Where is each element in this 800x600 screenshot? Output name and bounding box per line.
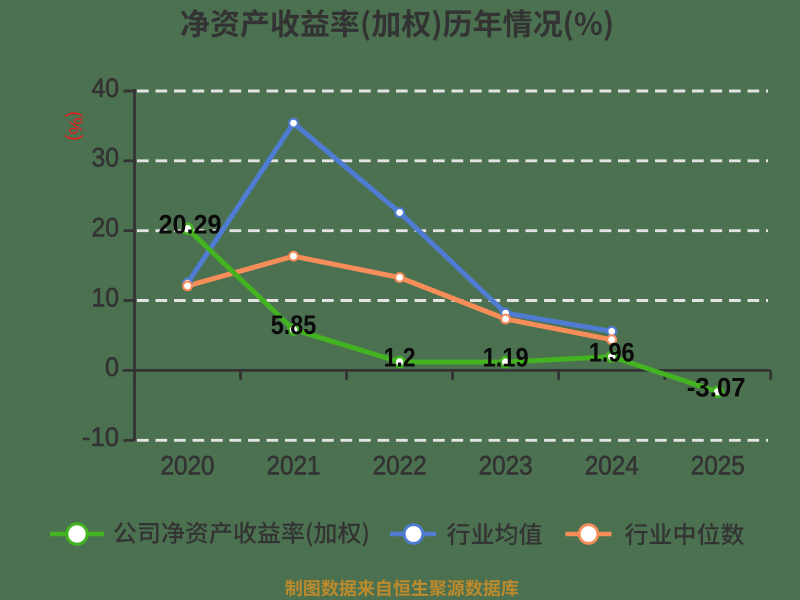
svg-text:2021: 2021 — [267, 451, 321, 481]
svg-text:20: 20 — [92, 213, 120, 243]
svg-text:2025: 2025 — [691, 451, 745, 481]
svg-text:-10: -10 — [82, 422, 119, 452]
svg-text:1.96: 1.96 — [589, 337, 635, 367]
svg-text:0: 0 — [105, 352, 119, 382]
svg-text:40: 40 — [92, 73, 120, 103]
svg-text:2020: 2020 — [161, 451, 215, 481]
svg-text:30: 30 — [92, 143, 120, 173]
svg-text:5.85: 5.85 — [271, 310, 317, 340]
svg-text:-3.07: -3.07 — [687, 372, 746, 402]
svg-text:2023: 2023 — [479, 451, 533, 481]
svg-text:10: 10 — [92, 282, 120, 312]
svg-text:1.2: 1.2 — [384, 343, 416, 373]
svg-text:2022: 2022 — [373, 451, 427, 481]
svg-text:1.19: 1.19 — [483, 343, 529, 373]
svg-text:(%): (%) — [64, 111, 85, 141]
svg-text:20.29: 20.29 — [159, 209, 222, 239]
svg-text:2024: 2024 — [585, 451, 639, 481]
